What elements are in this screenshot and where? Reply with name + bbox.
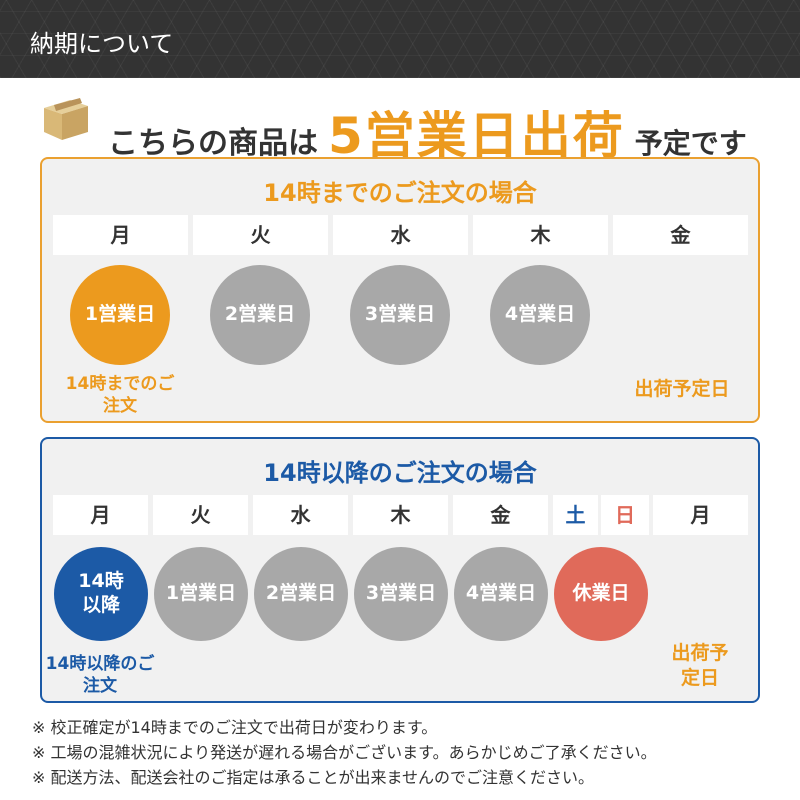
day-cell-sunday: 日 [601, 495, 649, 535]
ship-label: 出荷予定日 [671, 642, 729, 689]
headline-suffix: 予定です [634, 127, 747, 160]
panel-title: 14時までのご注文の場合 [263, 179, 537, 207]
day-circle-1: 1営業日 [154, 547, 248, 641]
headline: こちらの商品は 5営業日出荷 予定です [108, 96, 747, 168]
day-circle-3: 3営業日 [350, 265, 450, 365]
headline-highlight: 5営業日出荷 [328, 107, 625, 165]
day-cell: 木 [353, 495, 448, 535]
note-3: ※ 配送方法、配送会社のご指定は承ることが出来ませんのでご注意ください。 [32, 768, 595, 787]
header-title: 納期について [30, 30, 174, 58]
order-label: 14時以降のご注文 [45, 654, 155, 697]
day-cell: 水 [253, 495, 348, 535]
before-14-panel: 14時までのご注文の場合 月 火 水 木 金 1営業日 2営業日 3営業日 4営… [40, 157, 760, 423]
day-cell: 水 [333, 215, 468, 255]
headline-prefix: こちらの商品は [108, 126, 318, 161]
day-cell: 月 [53, 495, 148, 535]
day-circle-2: 2営業日 [254, 547, 348, 641]
header-bar: 納期について [0, 0, 800, 78]
day-circle-3: 3営業日 [354, 547, 448, 641]
note-2: ※ 工場の混雑状況により発送が遅れる場合がございます。あらかじめご了承ください。 [32, 743, 657, 762]
note-1: ※ 校正確定が14時までのご注文で出荷日が変わります。 [32, 718, 438, 737]
day-circle-1: 1営業日 [70, 265, 170, 365]
ship-label: 出荷予定日 [634, 378, 730, 400]
day-cell: 月 [653, 495, 748, 535]
day-cell: 火 [153, 495, 248, 535]
day-cell: 木 [473, 215, 608, 255]
day-cell: 金 [613, 215, 748, 255]
day-circle-4: 4営業日 [490, 265, 590, 365]
day-circle-2: 2営業日 [210, 265, 310, 365]
order-label: 14時までのご注文 [65, 374, 175, 417]
after-14-panel: 14時以降のご注文の場合 月 火 水 木 金 土 日 月 14時以降 1営業日 … [40, 437, 760, 703]
cardboard-box-icon [44, 98, 88, 140]
day-cell-saturday: 土 [553, 495, 598, 535]
panel-title: 14時以降のご注文の場合 [263, 459, 537, 487]
order-circle: 14時以降 [54, 547, 148, 641]
day-cell: 金 [453, 495, 548, 535]
holiday-circle: 休業日 [554, 547, 648, 641]
day-cell: 月 [53, 215, 188, 255]
day-cell: 火 [193, 215, 328, 255]
day-circle-4: 4営業日 [454, 547, 548, 641]
